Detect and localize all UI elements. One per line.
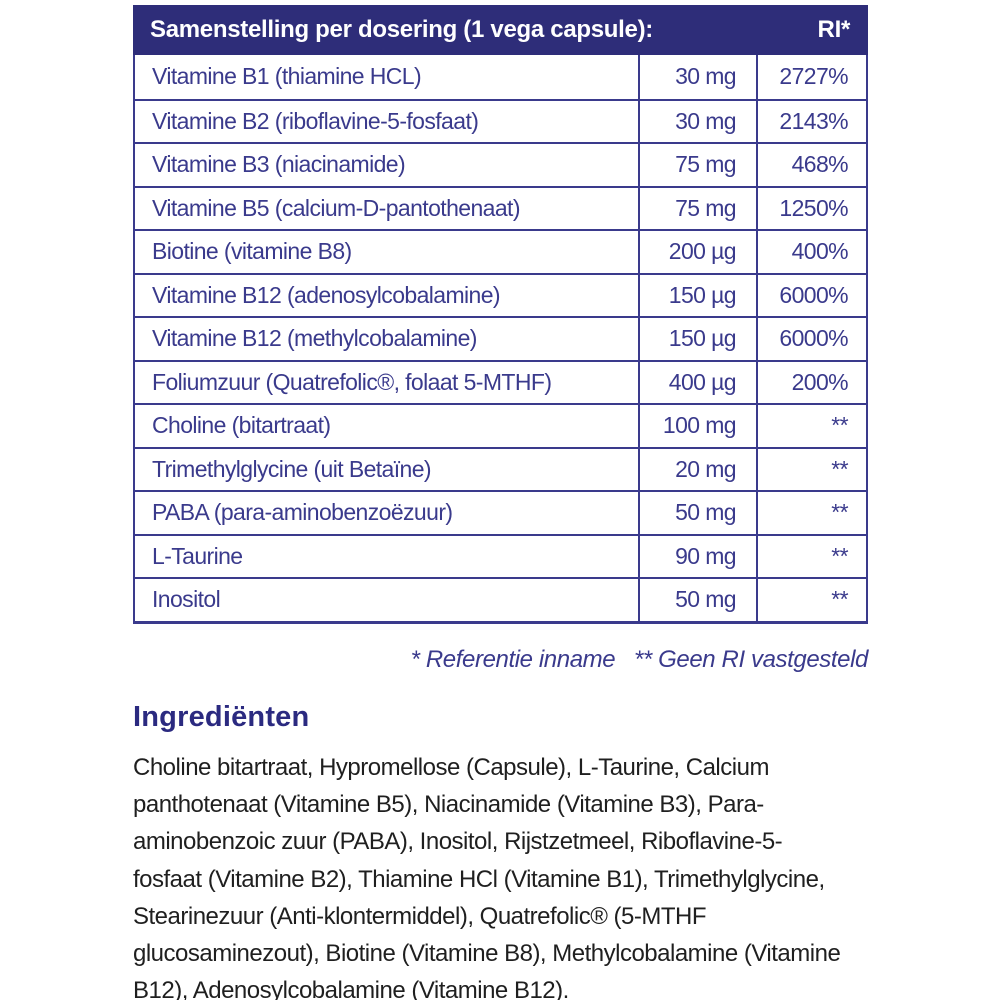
row-name-cell: Foliumzuur (Quatrefolic®, folaat 5-MTHF) xyxy=(152,368,552,395)
composition-table: Samenstelling per dosering (1 vega capsu… xyxy=(133,5,868,624)
row-name-cell: Inositol xyxy=(152,586,221,613)
table-row: Trimethylglycine (uit Betaïne) 20 mg ** xyxy=(135,446,866,490)
row-name-cell: Biotine (vitamine B8) xyxy=(152,238,352,265)
ingredients-text: Choline bitartraat, Hypromellose (Capsul… xyxy=(133,754,841,1000)
row-ri-cell: ** xyxy=(756,448,866,490)
row-ri-cell: ** xyxy=(756,492,866,534)
table-body: Vitamine B1 (thiamine HCL) 30 mg 2727% V… xyxy=(133,55,868,624)
row-amount-cell: 30 mg xyxy=(638,100,756,142)
table-row: PABA (para-aminobenzoëzuur) 50 mg ** xyxy=(135,490,866,534)
row-ri-cell: 468% xyxy=(756,144,866,186)
row-ri-cell: 6000% xyxy=(756,318,866,360)
row-ri-cell: 2143% xyxy=(756,100,866,142)
row-name-cell: Trimethylglycine (uit Betaïne) xyxy=(152,455,432,482)
row-amount-cell: 100 mg xyxy=(638,405,756,447)
row-amount-cell: 20 mg xyxy=(638,448,756,490)
row-name-cell: Choline (bitartraat) xyxy=(152,412,331,439)
table-header-title: Samenstelling per dosering (1 vega capsu… xyxy=(150,16,653,43)
row-amount-cell: 200 µg xyxy=(638,231,756,273)
row-amount-cell: 30 mg xyxy=(638,55,756,99)
row-name-cell: Vitamine B12 (methylcobalamine) xyxy=(152,325,477,352)
table-row: Choline (bitartraat) 100 mg ** xyxy=(135,403,866,447)
row-ri-cell: ** xyxy=(756,535,866,577)
table-row: Vitamine B1 (thiamine HCL) 30 mg 2727% xyxy=(135,55,866,99)
row-name-cell: Vitamine B1 (thiamine HCL) xyxy=(152,63,422,90)
table-row: Vitamine B12 (adenosylcobalamine) 150 µg… xyxy=(135,272,866,316)
row-ri-cell: 1250% xyxy=(756,187,866,229)
table-header: Samenstelling per dosering (1 vega capsu… xyxy=(133,5,868,55)
table-row: Inositol 50 mg ** xyxy=(135,577,866,621)
row-name-cell: Vitamine B5 (calcium-D-pantothenaat) xyxy=(152,194,520,221)
row-ri-cell: 200% xyxy=(756,361,866,403)
row-ri-cell: 2727% xyxy=(756,55,866,99)
row-amount-cell: 90 mg xyxy=(638,535,756,577)
row-amount-cell: 150 µg xyxy=(638,274,756,316)
ingredients-heading: Ingrediënten xyxy=(133,701,310,733)
table-row: L-Taurine 90 mg ** xyxy=(135,533,866,577)
row-ri-cell: 400% xyxy=(756,231,866,273)
row-amount-cell: 50 mg xyxy=(638,492,756,534)
row-name-cell: PABA (para-aminobenzoëzuur) xyxy=(152,499,453,526)
row-amount-cell: 400 µg xyxy=(638,361,756,403)
row-name-cell: Vitamine B12 (adenosylcobalamine) xyxy=(152,281,501,308)
row-ri-cell: 6000% xyxy=(756,274,866,316)
table-row: Vitamine B2 (riboflavine-5-fosfaat) 30 m… xyxy=(135,98,866,142)
row-name-cell: Vitamine B2 (riboflavine-5-fosfaat) xyxy=(152,107,479,134)
row-name-cell: L-Taurine xyxy=(152,542,243,569)
row-ri-cell: ** xyxy=(756,405,866,447)
row-amount-cell: 150 µg xyxy=(638,318,756,360)
table-row: Biotine (vitamine B8) 200 µg 400% xyxy=(135,229,866,273)
table-row: Vitamine B5 (calcium-D-pantothenaat) 75 … xyxy=(135,185,866,229)
table-row: Vitamine B12 (methylcobalamine) 150 µg 6… xyxy=(135,316,866,360)
table-row: Vitamine B3 (niacinamide) 75 mg 468% xyxy=(135,142,866,186)
row-name-cell: Vitamine B3 (niacinamide) xyxy=(152,151,406,178)
table-header-ri-label: RI* xyxy=(817,16,851,43)
row-amount-cell: 75 mg xyxy=(638,187,756,229)
row-amount-cell: 50 mg xyxy=(638,579,756,621)
table-footnote: * Referentie inname ** Geen RI vastgeste… xyxy=(410,646,869,673)
table-row: Foliumzuur (Quatrefolic®, folaat 5-MTHF)… xyxy=(135,359,866,403)
row-ri-cell: ** xyxy=(756,579,866,621)
row-amount-cell: 75 mg xyxy=(638,144,756,186)
